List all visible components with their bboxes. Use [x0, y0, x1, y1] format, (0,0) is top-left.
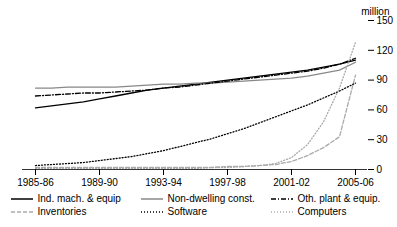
- svg-text:1993-94: 1993-94: [145, 177, 182, 188]
- html-text:Oth. plant & equip.: Oth. plant & equip.: [297, 193, 381, 204]
- html-text:Inventories: Inventories: [37, 206, 87, 217]
- html-text:Computers: Computers: [297, 206, 347, 217]
- html-text:Non-dwelling const.: Non-dwelling const.: [167, 193, 255, 204]
- svg-text:million: million: [361, 6, 389, 17]
- svg-text:60: 60: [377, 104, 389, 115]
- svg-text:1997-98: 1997-98: [209, 177, 246, 188]
- html-text:Ind. mach. & equip: Ind. mach. & equip: [37, 193, 121, 204]
- svg-text:2001-02: 2001-02: [273, 177, 310, 188]
- svg-text:120: 120: [377, 45, 394, 56]
- svg-text:90: 90: [377, 74, 389, 85]
- svg-text:0: 0: [377, 164, 383, 175]
- svg-text:2005-06: 2005-06: [337, 177, 374, 188]
- svg-text:150: 150: [376, 14, 394, 26]
- html-text:Software: Software: [167, 206, 207, 217]
- svg-text:30: 30: [377, 134, 389, 145]
- svg-text:1989-90: 1989-90: [81, 177, 118, 188]
- svg-text:1985-86: 1985-86: [17, 177, 54, 188]
